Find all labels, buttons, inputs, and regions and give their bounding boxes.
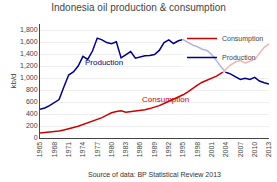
svg-text:1998: 1998	[194, 142, 201, 158]
svg-text:400: 400	[26, 110, 38, 117]
svg-text:Indonesia oil production & con: Indonesia oil production & consumption	[51, 2, 226, 13]
svg-text:1992: 1992	[165, 142, 172, 158]
svg-text:kb/d: kb/d	[9, 73, 18, 88]
svg-text:1,600: 1,600	[20, 38, 38, 45]
svg-text:1986: 1986	[136, 142, 143, 158]
svg-text:600: 600	[26, 98, 38, 105]
svg-text:Consumption: Consumption	[142, 95, 189, 104]
svg-text:1980: 1980	[108, 142, 115, 158]
svg-text:2007: 2007	[237, 142, 244, 158]
svg-text:1977: 1977	[94, 142, 101, 158]
svg-text:Production: Production	[85, 58, 123, 67]
svg-text:1965: 1965	[36, 142, 43, 158]
svg-text:1995: 1995	[179, 142, 186, 158]
svg-text:800: 800	[26, 86, 38, 93]
svg-text:1,000: 1,000	[20, 74, 38, 81]
svg-text:2001: 2001	[208, 142, 215, 158]
svg-text:1,800: 1,800	[20, 26, 38, 33]
svg-text:1,200: 1,200	[20, 62, 38, 69]
svg-text:200: 200	[26, 122, 38, 129]
svg-text:1983: 1983	[122, 142, 129, 158]
svg-text:1,400: 1,400	[20, 50, 38, 57]
svg-text:2013: 2013	[265, 142, 272, 158]
svg-text:2004: 2004	[222, 142, 229, 158]
svg-text:1968: 1968	[51, 142, 58, 158]
svg-text:Production: Production	[222, 54, 256, 61]
svg-text:1971: 1971	[65, 142, 72, 158]
svg-text:1974: 1974	[79, 142, 86, 158]
svg-text:2010: 2010	[251, 142, 258, 158]
svg-text:Source of data: BP Statistical: Source of data: BP Statistical Review 20…	[88, 171, 221, 178]
svg-text:Consumption: Consumption	[222, 35, 263, 43]
svg-text:0: 0	[34, 134, 38, 141]
svg-text:1989: 1989	[151, 142, 158, 158]
